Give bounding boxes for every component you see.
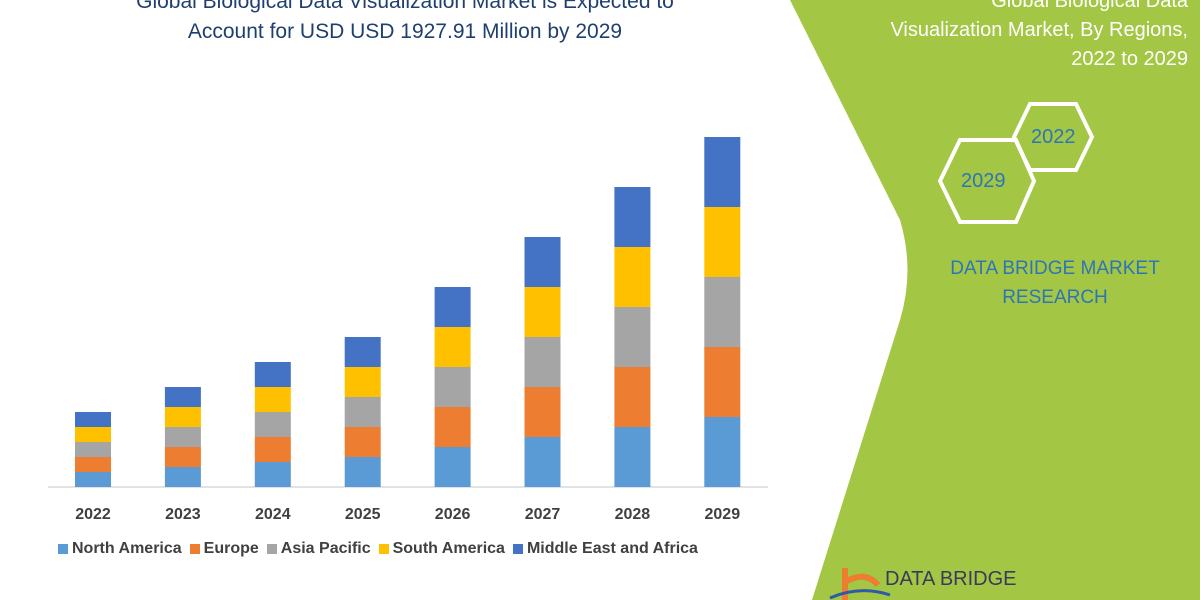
chart-title: Global Biological Data Visualization Mar… bbox=[60, 0, 750, 47]
green-side-panel bbox=[790, 0, 1200, 600]
legend-item-south-america: South America bbox=[378, 540, 505, 558]
bar-2023-asia-pacific bbox=[164, 427, 201, 447]
chart-title-line1: Global Biological Data Visualization Mar… bbox=[136, 0, 674, 13]
bar-2023-south-america bbox=[164, 407, 201, 427]
hex-label-2029: 2029 bbox=[961, 170, 1006, 192]
legend-label: Europe bbox=[203, 540, 259, 557]
legend: North America Europe Asia Pacific South … bbox=[58, 540, 698, 558]
side-title-line2: Visualization Market, By Regions, bbox=[890, 19, 1188, 41]
bar-2025-europe bbox=[344, 427, 381, 457]
bar-2025-middle-east-and-africa bbox=[344, 337, 381, 367]
bar-2029-asia-pacific bbox=[704, 277, 741, 347]
hexagon-2022 bbox=[1011, 102, 1095, 172]
bar-2025-north-america bbox=[344, 457, 381, 487]
chart-title-line2: Account for USD USD 1927.91 Million by 2… bbox=[187, 20, 623, 43]
bar-2026-europe bbox=[434, 407, 471, 447]
bar-2022-europe bbox=[75, 457, 111, 472]
brand-line1: DATA BRIDGE MARKET bbox=[950, 258, 1160, 279]
logo-text: DATA BRIDGE bbox=[885, 568, 1017, 590]
legend-label: Middle East and Africa bbox=[526, 540, 698, 557]
bar-2022-north-america bbox=[75, 472, 111, 487]
hex-label-2022: 2022 bbox=[1031, 126, 1076, 148]
legend-label: South America bbox=[392, 540, 505, 557]
legend-label: Asia Pacific bbox=[280, 540, 371, 557]
bar-2024-north-america bbox=[254, 462, 291, 487]
bar-2027-middle-east-and-africa bbox=[524, 237, 561, 287]
bar-2024-south-america bbox=[254, 387, 291, 412]
bar-2029-middle-east-and-africa bbox=[704, 137, 741, 207]
logo-icon bbox=[829, 568, 891, 600]
bar-2028-north-america bbox=[614, 427, 651, 487]
bar-2024-europe bbox=[254, 437, 291, 462]
bar-2029-north-america bbox=[704, 417, 741, 487]
bar-2023-europe bbox=[164, 447, 201, 467]
bar-2027-south-america bbox=[524, 287, 561, 337]
bar-2025-south-america bbox=[344, 367, 381, 397]
bar-2027-north-america bbox=[524, 437, 561, 487]
x-tick-labels: 2022 2023 2024 2025 2026 2027 2028 2029 bbox=[75, 506, 740, 523]
bar-2029-europe bbox=[704, 347, 741, 417]
bar-2028-europe bbox=[614, 367, 651, 427]
x-tick-label: 2022 bbox=[75, 506, 111, 523]
bar-2028-middle-east-and-africa bbox=[614, 187, 651, 247]
bar-2029-south-america bbox=[704, 207, 741, 277]
bar-2024-middle-east-and-africa bbox=[254, 362, 291, 387]
legend-item-north-america: North America bbox=[58, 540, 182, 558]
side-title: Global Biological Data Visualization Mar… bbox=[808, 0, 1188, 74]
bars bbox=[75, 137, 741, 487]
bar-2028-asia-pacific bbox=[614, 307, 651, 367]
legend-swatch bbox=[378, 544, 389, 554]
hexagon-2029 bbox=[937, 138, 1037, 224]
bar-2026-asia-pacific bbox=[434, 367, 471, 407]
side-title-line3: 2022 to 2029 bbox=[1071, 48, 1188, 70]
legend-swatch bbox=[58, 544, 68, 554]
legend-item-middle-east-africa: Middle East and Africa bbox=[512, 540, 698, 558]
bar-2025-asia-pacific bbox=[344, 397, 381, 427]
x-tick-label: 2023 bbox=[165, 506, 201, 523]
legend-swatch bbox=[266, 544, 277, 554]
bar-2024-asia-pacific bbox=[254, 412, 291, 437]
bar-2027-asia-pacific bbox=[524, 337, 561, 387]
bar-2026-north-america bbox=[434, 447, 471, 487]
bar-2022-south-america bbox=[75, 427, 111, 442]
legend-swatch bbox=[512, 544, 523, 554]
x-tick-label: 2025 bbox=[345, 506, 381, 523]
bar-2026-south-america bbox=[434, 327, 471, 367]
x-tick-label: 2028 bbox=[615, 506, 651, 523]
bar-2026-middle-east-and-africa bbox=[434, 287, 471, 327]
bar-2022-asia-pacific bbox=[75, 442, 111, 457]
x-tick-label: 2029 bbox=[705, 506, 741, 523]
legend-item-asia-pacific: Asia Pacific bbox=[266, 540, 371, 558]
legend-item-europe: Europe bbox=[189, 540, 259, 558]
legend-swatch bbox=[189, 544, 200, 554]
bar-2028-south-america bbox=[614, 247, 651, 307]
x-tick-label: 2027 bbox=[525, 506, 561, 523]
bar-2027-europe bbox=[524, 387, 561, 437]
x-tick-label: 2024 bbox=[255, 506, 291, 523]
brand-line2: RESEARCH bbox=[1002, 287, 1108, 308]
brand-text: DATA BRIDGE MARKET RESEARCH bbox=[920, 254, 1190, 312]
x-tick-label: 2026 bbox=[435, 506, 471, 523]
legend-label: North America bbox=[72, 540, 182, 557]
bar-2023-middle-east-and-africa bbox=[164, 387, 201, 407]
bar-2022-middle-east-and-africa bbox=[75, 412, 111, 427]
side-title-line1: Global Biological Data bbox=[991, 0, 1188, 12]
bar-2023-north-america bbox=[164, 467, 201, 487]
